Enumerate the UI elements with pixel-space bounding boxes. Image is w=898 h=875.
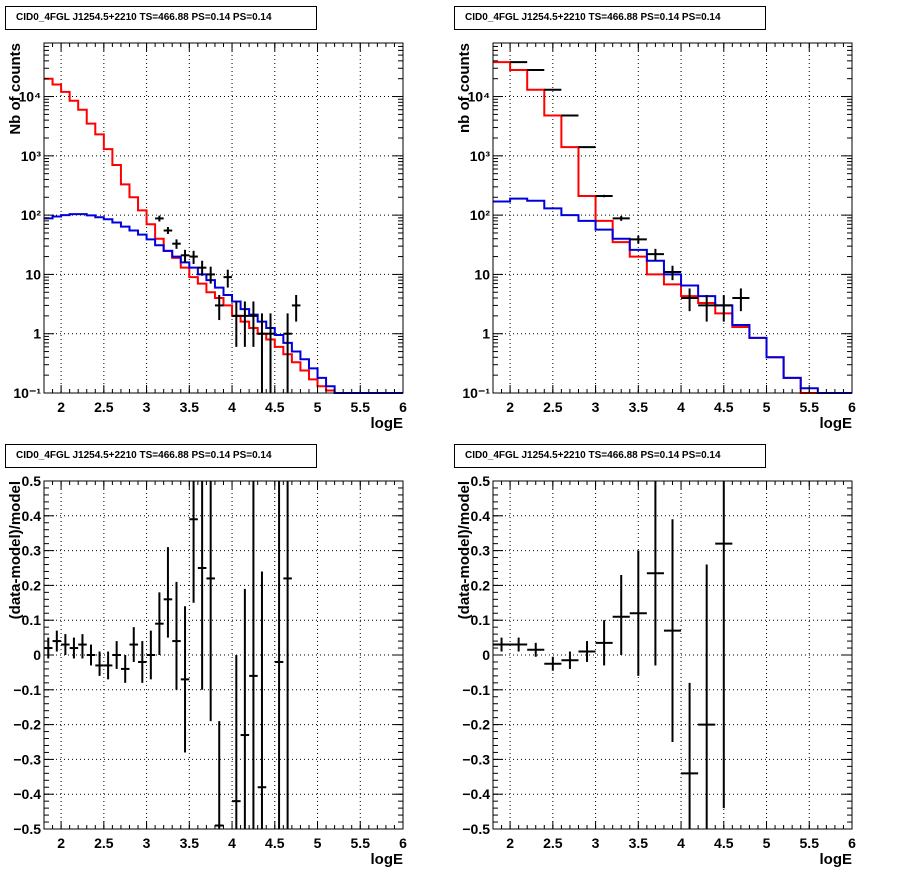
y-tick-label: 10⁴ [468, 89, 491, 105]
panel-1-title: CID0_4FGL J1254.5+2210 TS=466.88 PS=0.14… [5, 6, 317, 30]
panel-4: 2 2.5 3 3.5 4 4.5 5 5.5 6 −0.5 −0.4 −0.3 −0.2 −0.1 0 0.… [456, 473, 856, 868]
x-tick-label: 5.5 [351, 835, 371, 851]
x-axis-title: logE [371, 851, 404, 868]
y-tick-label: 10² [470, 207, 491, 223]
x-tick-label: 3.5 [629, 835, 649, 851]
y-axis-title: (data-model)/model [456, 481, 473, 619]
x-tick-label: 2 [506, 399, 514, 415]
x-tick-label: 3.5 [180, 399, 200, 415]
x-tick-label: 4.5 [265, 835, 285, 851]
y-tick-label: 0.5 [471, 473, 491, 489]
y-tick-label: −0.1 [13, 682, 41, 698]
y-tick-label: 10 [25, 266, 41, 282]
y-tick-label: −0.2 [13, 717, 41, 733]
x-tick-label: 2 [506, 835, 514, 851]
x-axis-title: logE [820, 851, 853, 868]
panel-2: 2 2.5 3 3.5 4 4.5 5 5.5 6 10⁻¹ 1 10 10² 10³ 10⁴ logE nb … [456, 42, 856, 432]
y-tick-label: 1 [482, 326, 490, 342]
x-tick-label: 4.5 [265, 399, 285, 415]
y-tick-label: 10⁻¹ [462, 385, 490, 401]
y-tick-label: −0.2 [462, 717, 490, 733]
x-tick-label: 3 [592, 835, 600, 851]
x-tick-label: 2 [57, 399, 65, 415]
series-component_model [493, 197, 852, 394]
y-tick-label: 10 [474, 266, 490, 282]
y-tick-label: −0.3 [462, 751, 490, 767]
y-tick-label: 10² [21, 207, 42, 223]
x-tick-label: 3.5 [180, 835, 200, 851]
y-tick-label: 0.5 [22, 473, 42, 489]
x-tick-label: 5.5 [351, 399, 371, 415]
x-tick-label: 4.5 [714, 399, 734, 415]
panel-3-title: CID0_4FGL J1254.5+2210 TS=466.88 PS=0.14… [5, 444, 317, 468]
y-tick-label: 0.3 [471, 543, 491, 559]
series-total_model [44, 77, 403, 394]
y-tick-label: 0.3 [22, 543, 42, 559]
y-axis-title: Nb of counts [7, 43, 24, 135]
x-tick-label: 4 [677, 399, 685, 415]
x-tick-label: 5.5 [800, 835, 820, 851]
x-tick-label: 4 [228, 399, 236, 415]
y-tick-label: −0.1 [462, 682, 490, 698]
panel-3: 2 2.5 3 3.5 4 4.5 5 5.5 6 −0.5 −0.4 −0.3 −0.2 −0.1 0 0.… [7, 473, 407, 868]
y-tick-label: 10³ [21, 148, 42, 164]
x-tick-label: 5.5 [800, 399, 820, 415]
y-tick-label: 0.4 [22, 508, 42, 524]
x-tick-label: 3.5 [629, 399, 649, 415]
x-tick-label: 3 [143, 835, 151, 851]
y-tick-label: −0.5 [462, 821, 490, 837]
x-tick-label: 5 [763, 835, 771, 851]
plot-frame [43, 480, 404, 830]
x-tick-label: 2.5 [543, 399, 563, 415]
y-axis-title: nb of counts [456, 43, 473, 133]
y-tick-label: 0 [482, 647, 490, 663]
x-tick-label: 2.5 [543, 835, 563, 851]
panel-2-title: CID0_4FGL J1254.5+2210 TS=466.88 PS=0.14… [454, 6, 766, 30]
y-tick-label: 0.2 [471, 577, 491, 593]
x-tick-label: 6 [848, 399, 856, 415]
y-axis-title: (data-model)/model [7, 481, 24, 619]
x-tick-label: 6 [399, 399, 407, 415]
y-tick-label: −0.4 [462, 786, 490, 802]
y-tick-label: 0 [33, 647, 41, 663]
y-tick-label: 10³ [470, 148, 491, 164]
x-tick-label: 4.5 [714, 835, 734, 851]
y-tick-label: 1 [33, 326, 41, 342]
plot-frame [492, 42, 853, 394]
x-axis-title: logE [820, 415, 853, 432]
y-tick-label: −0.4 [13, 786, 41, 802]
x-tick-label: 4 [677, 835, 685, 851]
y-tick-label: 0.1 [471, 612, 491, 628]
y-tick-label: 0.2 [22, 577, 42, 593]
x-tick-label: 5 [314, 835, 322, 851]
x-tick-label: 2 [57, 835, 65, 851]
x-tick-label: 6 [848, 835, 856, 851]
y-tick-label: −0.3 [13, 751, 41, 767]
x-tick-label: 2.5 [94, 399, 114, 415]
panel-4-title: CID0_4FGL J1254.5+2210 TS=466.88 PS=0.14… [454, 444, 766, 468]
x-tick-label: 3 [592, 399, 600, 415]
y-tick-label: 0.4 [471, 508, 491, 524]
x-tick-label: 3 [143, 399, 151, 415]
x-tick-label: 5 [314, 399, 322, 415]
x-axis-title: logE [371, 415, 404, 432]
x-tick-label: 6 [399, 835, 407, 851]
y-tick-label: 10⁴ [19, 89, 42, 105]
y-tick-label: 0.1 [22, 612, 42, 628]
x-tick-label: 5 [763, 399, 771, 415]
series-total_model [493, 61, 852, 394]
y-tick-label: −0.5 [13, 821, 41, 837]
x-tick-label: 2.5 [94, 835, 114, 851]
panel-1: 2 2.5 3 3.5 4 4.5 5 5.5 6 10⁻¹ 1 10 10² 10³ 10⁴ logE Nb … [7, 42, 407, 432]
x-tick-label: 4 [228, 835, 236, 851]
y-tick-label: 10⁻¹ [13, 385, 41, 401]
